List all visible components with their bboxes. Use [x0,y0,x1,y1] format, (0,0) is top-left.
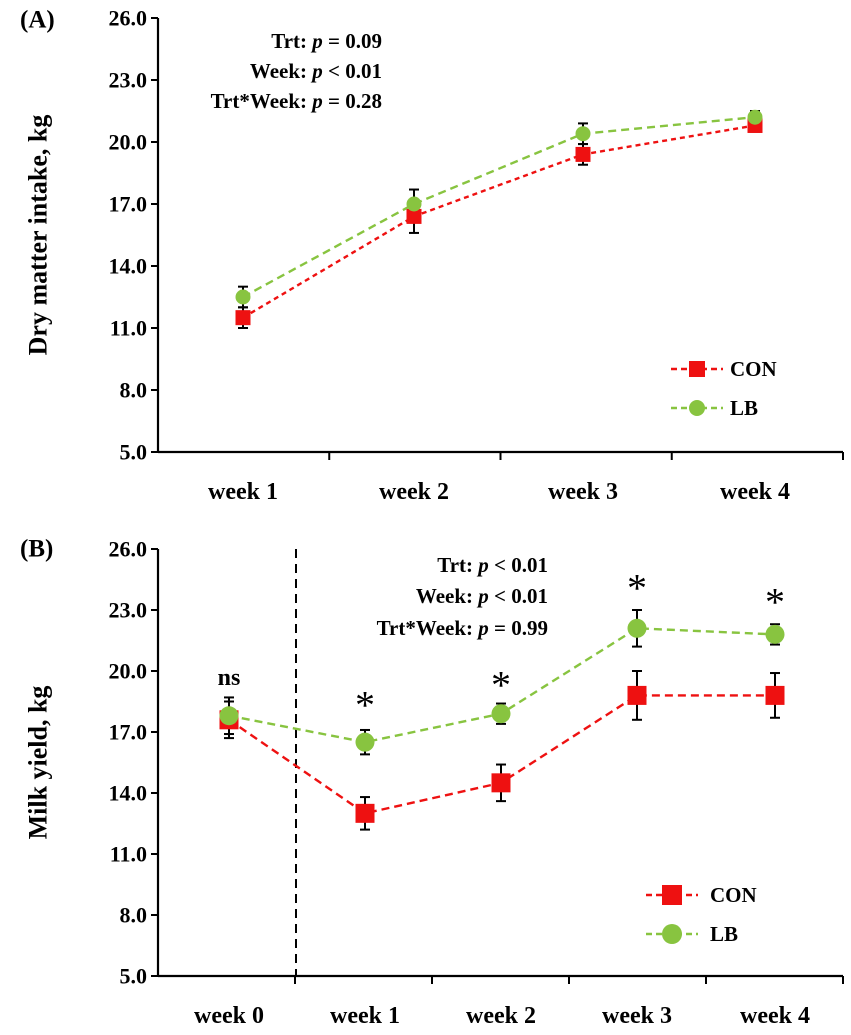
legend-label: LB [730,396,758,420]
point-con [235,310,251,326]
significance-star: * [765,580,785,625]
y-tick-label: 20.0 [109,130,148,155]
legend-marker [662,885,682,905]
panel-label: (B) [20,536,53,563]
significance-star: * [355,683,375,728]
stat-p: p [310,29,323,53]
x-tick-label: week 2 [466,1003,536,1029]
stat-p: p [310,89,323,113]
y-tick-label: 23.0 [109,598,148,623]
y-tick-label: 26.0 [109,537,148,562]
panel-label: (A) [20,7,55,34]
y-tick-label: 11.0 [110,842,147,867]
stat-label: Week: [250,59,312,83]
stat-value: < 0.01 [489,584,548,608]
stat-line: Trt*Week: p = 0.99 [377,616,548,640]
stat-label: Trt*Week: [211,89,313,113]
x-tick-label: week 3 [548,479,618,505]
stat-line: Week: p < 0.01 [416,584,548,608]
point-con [355,803,375,823]
point-lb [491,704,511,724]
stat-value: = 0.09 [323,29,382,53]
significance-star: * [491,663,511,708]
x-tick-label: week 1 [208,479,278,505]
significance-star: * [627,566,647,611]
stat-label: Trt: [437,553,478,577]
y-tick-label: 23.0 [109,68,148,93]
point-con [491,773,511,793]
stat-p: p [476,584,489,608]
point-con [575,146,591,162]
y-tick-label: 14.0 [109,254,148,279]
y-tick-label: 20.0 [109,659,148,684]
point-con [627,685,647,705]
stat-value: < 0.01 [323,59,382,83]
point-con [406,208,422,224]
y-tick-label: 14.0 [109,781,148,806]
y-tick-label: 5.0 [120,964,148,989]
stat-p: p [476,553,489,577]
legend-label: LB [710,922,738,946]
y-tick-label: 5.0 [120,440,148,465]
y-tick-label: 26.0 [109,6,148,31]
legend-marker [662,924,682,944]
stat-value: = 0.28 [323,89,382,113]
stat-line: Trt*Week: p = 0.28 [211,89,382,113]
y-tick-label: 11.0 [110,316,147,341]
point-lb [765,624,785,644]
legend-marker [689,361,705,377]
stat-p: p [476,616,489,640]
y-axis-label: Milk yield, kg [24,686,53,840]
y-axis-label: Dry matter intake, kg [24,115,53,356]
stat-value: = 0.99 [489,616,548,640]
y-tick-label: 8.0 [120,378,148,403]
stat-label: Week: [416,584,478,608]
stat-value: < 0.01 [489,553,548,577]
point-lb [627,618,647,638]
y-tick-label: 8.0 [120,903,148,928]
stat-p: p [310,59,323,83]
point-lb [235,289,251,305]
x-tick-label: week 1 [330,1003,400,1029]
point-lb [747,109,763,125]
ns-annotation: ns [218,665,241,691]
stat-label: Trt*Week: [377,616,479,640]
stat-line: Week: p < 0.01 [250,59,382,83]
x-tick-label: week 3 [602,1003,672,1029]
stat-line: Trt: p < 0.01 [437,553,548,577]
stat-line: Trt: p = 0.09 [271,29,382,53]
point-lb [219,706,239,726]
point-lb [406,196,422,212]
y-tick-label: 17.0 [109,192,148,217]
series-line-con [242,124,756,319]
x-tick-label: week 4 [720,479,790,505]
series-line-lb [242,116,756,299]
y-tick-label: 17.0 [109,720,148,745]
x-tick-label: week 4 [740,1003,810,1029]
legend-label: CON [730,357,777,381]
point-lb [355,732,375,752]
stat-label: Trt: [271,29,312,53]
point-lb [575,126,591,142]
x-tick-label: week 0 [194,1003,264,1029]
x-tick-label: week 2 [379,479,449,505]
legend-marker [689,400,705,416]
point-con [765,685,785,705]
legend-label: CON [710,883,757,907]
